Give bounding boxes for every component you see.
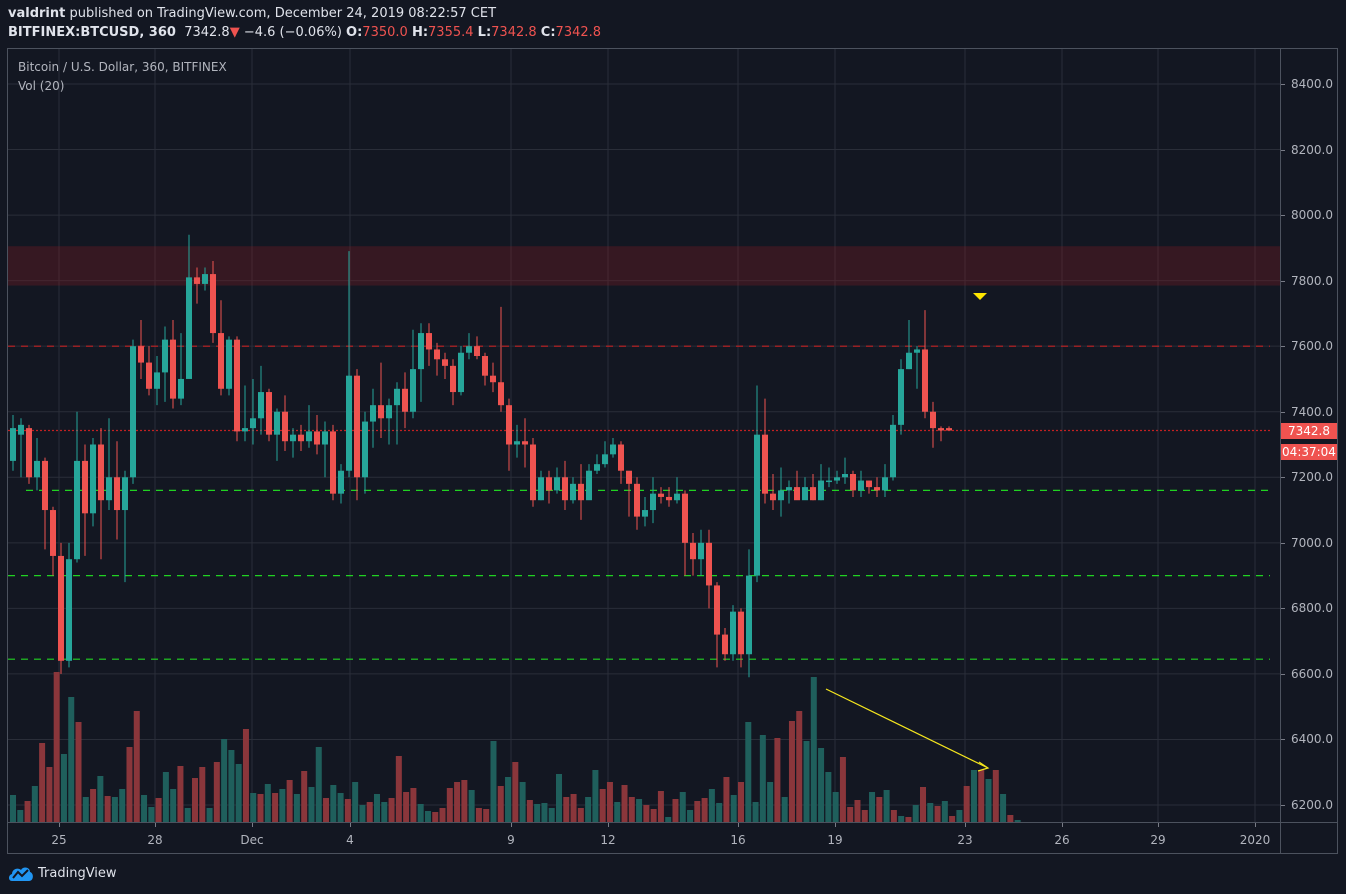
time-label: Dec <box>240 833 264 847</box>
time-label: 4 <box>346 833 354 847</box>
price-change: −4.6 (−0.06%) <box>243 25 342 40</box>
price-tick <box>1281 477 1285 479</box>
price-label: 6200.0 <box>1291 798 1333 812</box>
time-label: 26 <box>1054 833 1070 847</box>
countdown-tag: 04:37:04 <box>1281 444 1337 460</box>
time-label: 23 <box>957 833 973 847</box>
price-tick <box>1281 84 1285 85</box>
price-label: 7600.0 <box>1291 339 1333 354</box>
time-label: 19 <box>827 833 843 847</box>
close-label: C: <box>540 25 556 40</box>
price-label: 7800.0 <box>1291 273 1333 288</box>
price-tick <box>1281 346 1285 348</box>
close-value: 7342.8 <box>555 25 602 40</box>
time-label: 9 <box>507 833 515 847</box>
low-value: 7342.8 <box>491 25 537 40</box>
price-label: 7000.0 <box>1291 535 1333 550</box>
price-tick <box>1281 411 1285 413</box>
time-tick <box>350 823 351 827</box>
time-tick <box>965 823 966 827</box>
high-label: H: <box>411 25 429 40</box>
chart-plot-area[interactable]: Bitcoin / U.S. Dollar, 360, BITFINEX Vol… <box>8 49 1280 822</box>
time-label: 25 <box>51 833 67 847</box>
time-label: 2020 <box>1239 833 1271 847</box>
time-tick <box>738 823 739 827</box>
price-label: 7200.0 <box>1291 470 1333 485</box>
high-value: 7355.4 <box>428 25 474 40</box>
price-tick <box>1281 673 1285 675</box>
time-tick <box>1062 823 1063 827</box>
publish-info: valdrint published on TradingView.com, D… <box>8 6 496 21</box>
price-label: 8400.0 <box>1291 77 1333 91</box>
time-label: 12 <box>600 833 616 847</box>
ohlc-bar: BITFINEX:BTCUSD, 360 7342.8▼ −4.6 (−0.06… <box>8 25 601 40</box>
time-label: 29 <box>1150 833 1166 847</box>
price-tick <box>1281 215 1285 217</box>
price-label: 6600.0 <box>1291 666 1333 681</box>
series-legend[interactable]: Bitcoin / U.S. Dollar, 360, BITFINEX <box>18 60 227 74</box>
price-tick <box>1281 608 1285 610</box>
open-label: O: <box>346 25 363 40</box>
last-price-tag: 7342.8 <box>1281 423 1337 439</box>
price-tick <box>1281 739 1285 741</box>
price-label: 7400.0 <box>1291 404 1333 419</box>
price-label: 6400.0 <box>1291 732 1333 747</box>
time-label: 28 <box>147 833 163 847</box>
price-tick <box>1281 149 1285 151</box>
tradingview-logo[interactable]: TradingView <box>8 864 117 882</box>
price-label: 6800.0 <box>1291 601 1333 616</box>
price-axis[interactable]: 8400.0 8200.0 8000.0 7800.0 7600.0 7400.0 7200… <box>1280 49 1338 822</box>
time-axis[interactable]: 25 28 Dec 4 9 12 16 19 23 26 29 2020 <box>8 822 1280 854</box>
price-label: 8200.0 <box>1291 142 1333 157</box>
open-value: 7350.0 <box>362 25 408 40</box>
tradingview-cloud-icon <box>9 867 33 881</box>
price-tick <box>1281 280 1285 282</box>
price-label: 8000.0 <box>1291 208 1333 223</box>
axis-corner <box>1280 822 1338 854</box>
symbol-label: BITFINEX:BTCUSD, 360 <box>8 25 176 40</box>
price-tick <box>1281 542 1285 544</box>
time-tick <box>835 823 836 827</box>
chart-frame <box>7 48 1338 854</box>
price-tick <box>1281 805 1285 806</box>
candlestick-chart <box>8 49 1280 822</box>
last-price: 7342.8 <box>184 25 230 40</box>
time-tick <box>1158 823 1159 827</box>
time-tick <box>511 823 512 827</box>
time-tick <box>155 823 156 827</box>
time-tick <box>59 823 60 827</box>
time-label: 16 <box>730 833 746 847</box>
low-label: L: <box>477 25 492 40</box>
time-tick <box>252 823 253 827</box>
author-name[interactable]: valdrint <box>8 6 66 21</box>
brand-text: TradingView <box>38 865 117 881</box>
time-tick <box>1255 823 1256 827</box>
volume-legend[interactable]: Vol (20) <box>18 79 65 93</box>
time-tick <box>608 823 609 827</box>
down-arrow-icon: ▼ <box>229 25 240 40</box>
publish-text: published on TradingView.com, December 2… <box>65 6 497 21</box>
